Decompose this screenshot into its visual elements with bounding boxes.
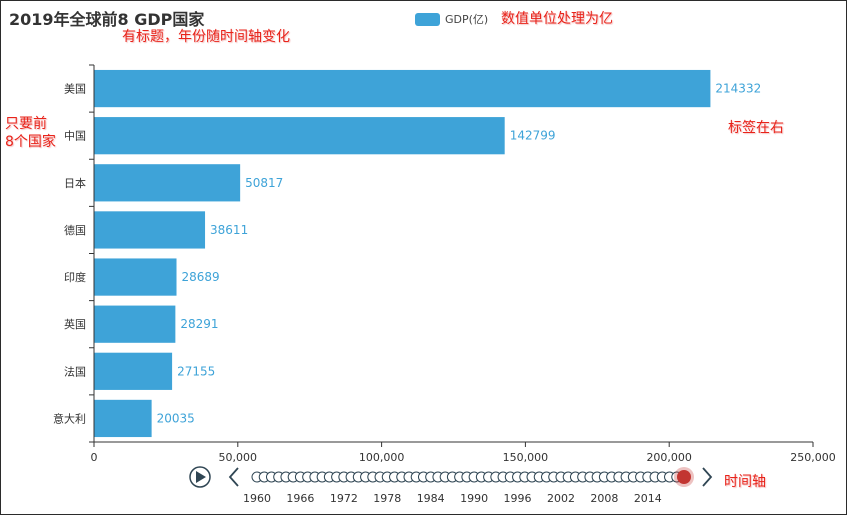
legend[interactable]: GDP(亿) — [415, 11, 488, 27]
timeline-year-label-9: 2014 — [634, 492, 662, 505]
bar-value-label-0: 214332 — [715, 82, 761, 96]
category-label-5: 英国 — [64, 317, 86, 331]
bar-value-label-2: 50817 — [245, 176, 283, 190]
chevron-left-icon[interactable] — [228, 467, 239, 487]
x-tick-label-5: 250,000 — [790, 451, 836, 464]
play-button[interactable] — [189, 466, 211, 488]
category-label-0: 美国 — [64, 83, 86, 96]
category-label-4: 印度 — [64, 270, 86, 284]
timeline-current-point[interactable] — [677, 470, 691, 484]
bar-value-label-7: 20035 — [157, 411, 195, 425]
timeline-year-label-7: 2002 — [547, 492, 575, 505]
bar-value-label-4: 28689 — [182, 270, 220, 284]
x-tick-label-3: 150,000 — [503, 451, 549, 464]
annotation-top-note-line1: 只要前 — [5, 116, 47, 132]
annotation-title-note: 有标题，年份随时间轴变化 — [122, 29, 290, 45]
category-label-6: 法国 — [64, 364, 86, 378]
bar-7[interactable] — [94, 399, 152, 438]
timeline-year-label-8: 2008 — [590, 492, 618, 505]
timeline-year-label-3: 1978 — [373, 492, 401, 505]
play-icon[interactable] — [196, 471, 206, 483]
annotation-unit-note: 数值单位处理为亿 — [501, 11, 613, 27]
annotation-timeline-note: 时间轴 — [724, 474, 766, 490]
category-label-3: 德国 — [64, 223, 86, 237]
x-tick-label-2: 100,000 — [359, 451, 405, 464]
timeline-year-label-6: 1996 — [504, 492, 532, 505]
legend-label[interactable]: GDP(亿) — [445, 13, 489, 26]
x-tick-label-1: 50,000 — [219, 451, 258, 464]
category-label-1: 中国 — [64, 130, 86, 143]
bar-1[interactable] — [94, 117, 505, 155]
category-label-2: 日本 — [64, 176, 86, 190]
play-button-ring[interactable] — [189, 466, 211, 488]
x-tick-label-4: 200,000 — [646, 451, 692, 464]
annotation-top-note-line2: 8个国家 — [5, 134, 56, 150]
category-label-7: 意大利 — [53, 411, 86, 425]
timeline-year-label-2: 1972 — [330, 492, 358, 505]
annotation-label-note: 标签在右 — [728, 120, 784, 136]
bar-2[interactable] — [94, 164, 241, 202]
bar-value-label-1: 142799 — [510, 129, 556, 143]
timeline-year-label-4: 1984 — [417, 492, 445, 505]
bar-3[interactable] — [94, 211, 206, 249]
bars-layer: 214332 142799 50817 38611 28689 28291 27155 200… — [94, 69, 761, 438]
x-tick-label-0: 0 — [91, 451, 98, 464]
legend-swatch[interactable] — [415, 12, 440, 26]
timeline-year-label-0: 1960 — [243, 492, 271, 505]
chevron-right-icon[interactable] — [702, 467, 713, 487]
bar-4[interactable] — [94, 258, 177, 296]
timeline-year-label-5: 1990 — [460, 492, 488, 505]
bar-5[interactable] — [94, 305, 176, 343]
bar-0[interactable] — [94, 69, 711, 108]
bar-value-label-5: 28291 — [180, 317, 218, 331]
bar-6[interactable] — [94, 352, 173, 390]
timeline-layer[interactable]: 1960 1966 1972 1978 1984 1990 1996 2002 2008 2014 — [189, 466, 713, 505]
chart-title: 2019年全球前8 GDP国家 — [9, 10, 205, 29]
timeline-year-label-1: 1966 — [286, 492, 314, 505]
bar-value-label-3: 38611 — [210, 223, 248, 237]
bar-value-label-6: 27155 — [177, 364, 215, 378]
